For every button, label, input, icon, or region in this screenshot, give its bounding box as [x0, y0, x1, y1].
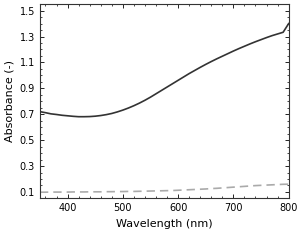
Y-axis label: Absorbance (-): Absorbance (-) — [4, 60, 14, 142]
X-axis label: Wavelength (nm): Wavelength (nm) — [116, 219, 213, 229]
